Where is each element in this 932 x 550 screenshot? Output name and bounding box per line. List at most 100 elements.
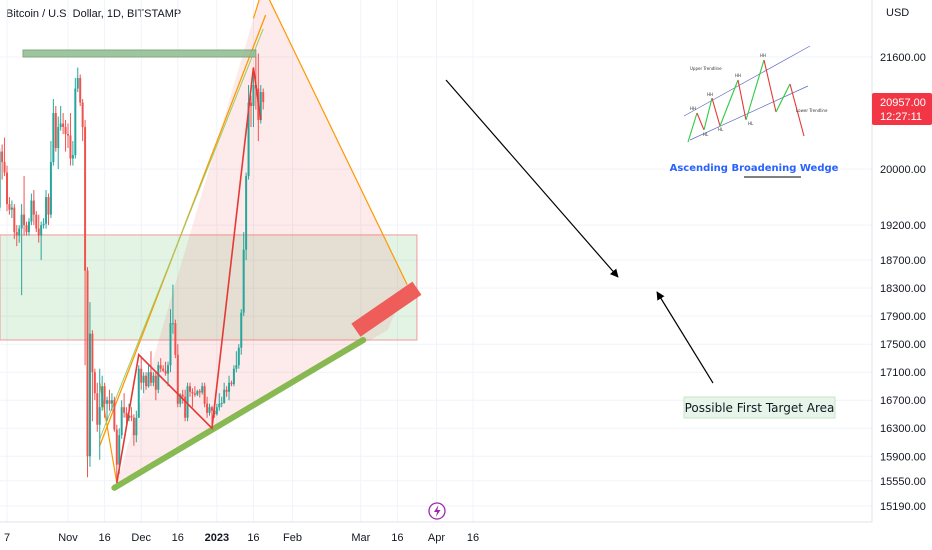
inset-hl-label: HL <box>748 121 754 126</box>
candle-body <box>181 394 184 397</box>
price-tick-label: 16300.00 <box>880 423 926 435</box>
inset-down-leg <box>737 79 747 121</box>
time-scale: 7 Nov 16 Dec 16 2023 16 Feb Mar 16 Apr 16 <box>0 521 872 544</box>
price-tick-label: 18300.00 <box>880 283 926 295</box>
candle-body <box>113 400 116 430</box>
candle-body <box>142 375 145 383</box>
wedge-fill <box>116 0 408 483</box>
candle-body <box>135 417 138 436</box>
target-label-bg <box>683 396 836 419</box>
candle-body <box>169 323 172 366</box>
candle-body <box>164 370 167 374</box>
symbol-title: Bitcoin / U.S. Dollar, 1D, BITSTAMP <box>6 8 182 20</box>
candle-body <box>130 415 133 418</box>
candle <box>232 365 235 387</box>
price-tick-label: 21600.00 <box>880 52 926 64</box>
candle-body <box>237 347 240 366</box>
candle-body <box>252 85 255 107</box>
candle <box>57 116 60 170</box>
candle <box>20 204 23 296</box>
candle <box>84 120 87 366</box>
candle-body <box>123 407 126 413</box>
candle <box>86 267 89 478</box>
inset-hh-label: HH <box>735 73 741 78</box>
candle <box>35 211 38 233</box>
candle <box>147 365 150 388</box>
inset-up-leg <box>703 97 713 131</box>
candle <box>45 190 48 229</box>
inset-up-leg <box>687 112 698 143</box>
candle <box>245 172 248 261</box>
candle <box>120 400 123 439</box>
candle <box>208 403 211 416</box>
candle <box>115 424 118 481</box>
inset-down-leg <box>789 83 805 137</box>
lightning-icon[interactable] <box>428 502 446 520</box>
candle <box>79 74 82 107</box>
inset-down-leg <box>763 59 777 113</box>
candle <box>235 351 238 373</box>
last-price-label: 20957.00 <box>880 97 926 109</box>
candle-body <box>230 382 233 385</box>
wedge-right-edge <box>252 0 408 285</box>
price-tick-label: 15190.00 <box>880 501 926 513</box>
candle <box>101 375 104 411</box>
candle-body <box>145 375 148 387</box>
candle <box>250 95 252 128</box>
candle-body <box>8 204 11 210</box>
last-price-badge <box>872 93 932 126</box>
candle-body <box>167 365 170 374</box>
candle <box>218 393 221 411</box>
candle <box>18 225 21 243</box>
candle <box>215 403 218 416</box>
candle <box>186 382 189 422</box>
candle <box>123 393 126 418</box>
inset-upper-line <box>683 45 811 117</box>
candle-body <box>115 429 118 465</box>
candle <box>47 193 50 226</box>
candle <box>52 99 55 166</box>
candle-body <box>176 354 179 404</box>
candle-body <box>91 333 94 373</box>
price-tick-label: 18700.00 <box>880 255 926 267</box>
candle-body <box>10 207 13 210</box>
candle-body <box>40 225 43 236</box>
candle-body <box>74 88 77 156</box>
candle-body <box>101 386 104 408</box>
candle-body <box>210 407 213 411</box>
candle-body <box>79 78 82 103</box>
inset-hh-label: HH <box>707 92 713 97</box>
candle-body <box>203 386 206 404</box>
candle-body <box>35 214 38 229</box>
inset-down-leg <box>711 97 721 127</box>
lower-trendline <box>111 336 367 491</box>
candle-body <box>215 407 218 415</box>
candle <box>223 382 226 404</box>
target-zone-box <box>0 234 418 341</box>
candle-body <box>108 400 111 404</box>
candle <box>81 99 84 142</box>
candle-body <box>159 365 162 369</box>
candle <box>198 389 201 398</box>
candle-body <box>157 365 160 390</box>
time-tick-label: 7 <box>4 532 10 544</box>
inset-up-leg <box>719 79 739 127</box>
candle-body <box>218 403 221 408</box>
candle <box>159 358 162 373</box>
price-tick-label: 16700.00 <box>880 395 926 407</box>
candle-body <box>247 102 250 177</box>
candle <box>13 204 16 240</box>
inset-up-leg <box>775 83 791 113</box>
candle <box>164 361 167 376</box>
candle <box>176 344 179 408</box>
candle-body <box>223 389 226 404</box>
price-unit: USD <box>886 7 909 19</box>
price-tick-label: 15900.00 <box>880 451 926 463</box>
candle-body <box>152 375 155 383</box>
candle-body <box>103 386 106 404</box>
candle <box>93 368 96 401</box>
candle-body <box>96 393 99 425</box>
candle <box>237 344 240 369</box>
candle <box>201 382 204 395</box>
